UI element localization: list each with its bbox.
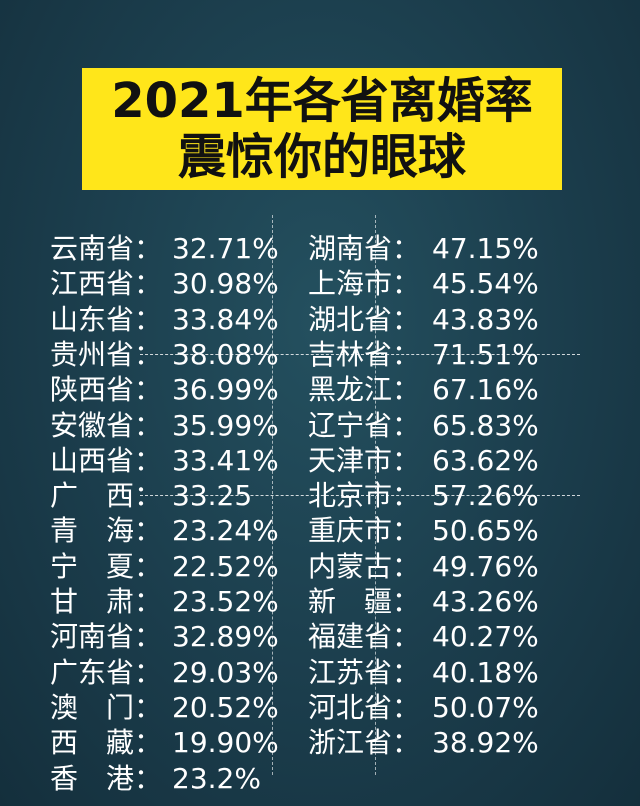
entry: 湖南省： 47.15% bbox=[308, 232, 539, 266]
divorce-rate: 20.52% bbox=[172, 690, 279, 724]
region-name: 河北省： bbox=[308, 690, 421, 724]
entry: 河北省： 50.07% bbox=[308, 691, 539, 725]
entry: 黑龙江： 67.16% bbox=[308, 373, 539, 407]
region-name: 云南省： bbox=[50, 232, 163, 265]
region-name: 黑龙江： bbox=[308, 373, 421, 407]
entry: 山东省： 33.84% bbox=[50, 303, 279, 337]
region-name: 新 疆： bbox=[308, 585, 421, 618]
divorce-rate: 23.2% bbox=[172, 761, 261, 795]
region-name: 重庆市： bbox=[308, 514, 421, 548]
entry: 山西省： 33.41% bbox=[50, 444, 279, 478]
entry: 西 藏： 19.90% bbox=[50, 726, 279, 760]
entry: 青 海： 23.24% bbox=[50, 514, 279, 548]
divorce-rate: 30.98% bbox=[172, 267, 279, 301]
region-name: 上海市： bbox=[308, 267, 421, 301]
region-name: 江苏省： bbox=[308, 655, 421, 689]
region-name: 天津市： bbox=[308, 443, 421, 477]
divorce-rate: 63.62% bbox=[432, 443, 539, 477]
entry: 甘 肃： 23.52% bbox=[50, 585, 279, 619]
entry: 澳 门： 20.52% bbox=[50, 691, 279, 725]
divorce-rate: 36.99% bbox=[172, 373, 279, 407]
entry: 江西省： 30.98% bbox=[50, 267, 279, 301]
region-name: 山西省： bbox=[50, 443, 163, 477]
region-name: 湖北省： bbox=[308, 302, 421, 336]
entry: 新 疆： 43.26% bbox=[308, 585, 539, 619]
divorce-rate: 33.84% bbox=[172, 302, 279, 336]
dashed-line bbox=[140, 495, 580, 496]
divorce-rate: 38.92% bbox=[432, 726, 539, 760]
entry: 辽宁省： 65.83% bbox=[308, 409, 539, 443]
entry: 广东省： 29.03% bbox=[50, 656, 279, 690]
divorce-rate: 65.83% bbox=[432, 408, 539, 442]
title-line: 2021年各省离婚率 bbox=[111, 73, 533, 129]
entry: 陕西省： 36.99% bbox=[50, 373, 279, 407]
entry: 江苏省： 40.18% bbox=[308, 656, 539, 690]
divorce-rate: 71.51% bbox=[432, 337, 539, 371]
region-name: 贵州省： bbox=[50, 337, 163, 371]
divorce-rate: 67.16% bbox=[432, 373, 539, 407]
title-box: 2021年各省离婚率 震惊你的眼球 bbox=[82, 68, 562, 190]
region-name: 福建省： bbox=[308, 620, 421, 654]
divorce-rate: 35.99% bbox=[172, 408, 279, 442]
divorce-rate: 57.26% bbox=[432, 479, 539, 513]
entry: 北京市： 57.26% bbox=[308, 479, 539, 513]
entry: 河南省： 32.89% bbox=[50, 620, 279, 654]
region-name: 安徽省： bbox=[50, 408, 163, 442]
divorce-rate: 32.71% bbox=[172, 232, 279, 265]
divorce-rate: 33.25 bbox=[172, 479, 253, 513]
entry: 香 港： 23.2% bbox=[50, 762, 261, 796]
region-name: 吉林省： bbox=[308, 337, 421, 371]
region-name: 广东省： bbox=[50, 655, 163, 689]
divorce-rate: 29.03% bbox=[172, 655, 279, 689]
dashed-line bbox=[140, 354, 580, 355]
divorce-rate: 49.76% bbox=[432, 549, 539, 583]
region-name: 内蒙古： bbox=[308, 549, 421, 583]
divorce-rate: 50.65% bbox=[432, 514, 539, 548]
entry: 吉林省： 71.51% bbox=[308, 338, 539, 372]
region-name: 香 港： bbox=[50, 761, 163, 795]
entry: 湖北省： 43.83% bbox=[308, 303, 539, 337]
region-name: 陕西省： bbox=[50, 373, 163, 407]
divorce-rate: 38.08% bbox=[172, 337, 279, 371]
divorce-rate: 23.52% bbox=[172, 585, 279, 618]
entry: 宁 夏： 22.52% bbox=[50, 550, 279, 584]
entry: 安徽省： 35.99% bbox=[50, 409, 279, 443]
title-line: 震惊你的眼球 bbox=[177, 129, 466, 185]
entry: 内蒙古： 49.76% bbox=[308, 550, 539, 584]
region-name: 甘 肃： bbox=[50, 585, 163, 618]
entry: 云南省： 32.71% bbox=[50, 232, 279, 266]
region-name: 宁 夏： bbox=[50, 549, 163, 583]
region-name: 湖南省： bbox=[308, 232, 421, 265]
divorce-rate: 47.15% bbox=[432, 232, 539, 265]
divorce-rate: 33.41% bbox=[172, 443, 279, 477]
divorce-rate: 19.90% bbox=[172, 726, 279, 760]
divorce-rate: 40.18% bbox=[432, 655, 539, 689]
entry: 贵州省： 38.08% bbox=[50, 338, 279, 372]
region-name: 河南省： bbox=[50, 620, 163, 654]
region-name: 浙江省： bbox=[308, 726, 421, 760]
region-name: 辽宁省： bbox=[308, 408, 421, 442]
divorce-rate: 32.89% bbox=[172, 620, 279, 654]
divorce-rate: 43.83% bbox=[432, 302, 539, 336]
region-name: 澳 门： bbox=[50, 690, 163, 724]
region-name: 北京市： bbox=[308, 479, 421, 513]
entry: 广 西： 33.25 bbox=[50, 479, 252, 513]
divorce-rate: 50.07% bbox=[432, 690, 539, 724]
divorce-rate: 22.52% bbox=[172, 549, 279, 583]
region-name: 青 海： bbox=[50, 514, 163, 548]
region-name: 西 藏： bbox=[50, 726, 163, 760]
entry: 浙江省： 38.92% bbox=[308, 726, 539, 760]
divorce-rate: 43.26% bbox=[432, 585, 539, 618]
region-name: 江西省： bbox=[50, 267, 163, 301]
divorce-rate: 45.54% bbox=[432, 267, 539, 301]
entry: 天津市： 63.62% bbox=[308, 444, 539, 478]
entry: 重庆市： 50.65% bbox=[308, 514, 539, 548]
entry: 上海市： 45.54% bbox=[308, 267, 539, 301]
region-name: 山东省： bbox=[50, 302, 163, 336]
divorce-rate: 40.27% bbox=[432, 620, 539, 654]
entry: 福建省： 40.27% bbox=[308, 620, 539, 654]
region-name: 广 西： bbox=[50, 479, 163, 513]
divorce-rate: 23.24% bbox=[172, 514, 279, 548]
